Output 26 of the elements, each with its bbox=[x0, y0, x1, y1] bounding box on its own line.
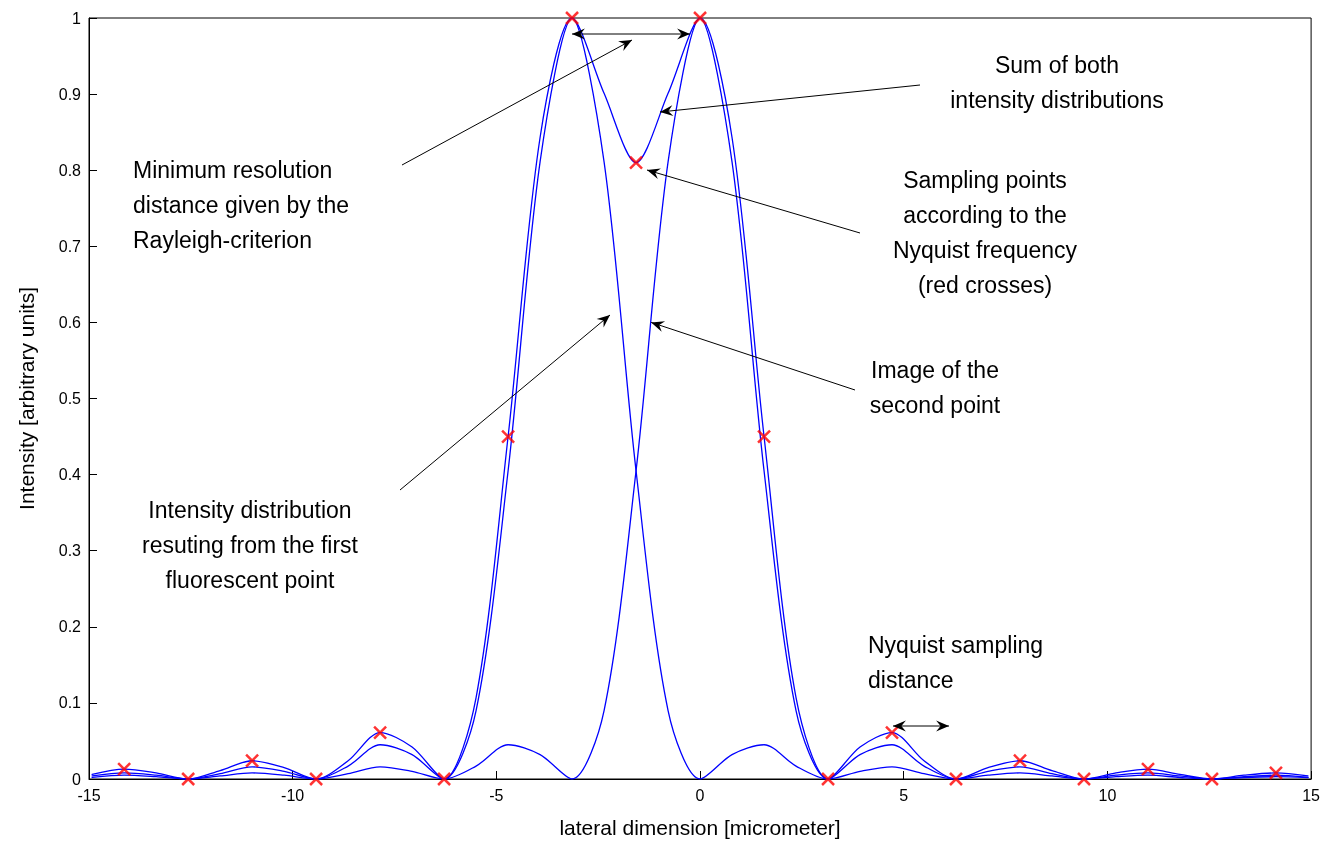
x-tick-label: 15 bbox=[1302, 786, 1321, 804]
annotation: Nyquist sampling distance bbox=[868, 631, 1045, 695]
y-tick-label: 0.8 bbox=[58, 161, 82, 179]
y-axis-title: Intensity [arbitrary units] bbox=[15, 287, 38, 510]
y-tick-label: 0.1 bbox=[58, 694, 82, 712]
y-tick-label: 0.9 bbox=[58, 85, 82, 103]
y-tick-label: 1 bbox=[72, 9, 82, 27]
y-tick-label: 0.5 bbox=[58, 390, 82, 407]
annotation: Minimum resolution distance given by the Rayleigh-criterion bbox=[133, 156, 351, 255]
x-axis-title: lateral dimension [micrometer] bbox=[559, 816, 841, 839]
x-tick-label: -10 bbox=[281, 786, 305, 804]
y-tick-label: 0.3 bbox=[58, 542, 82, 560]
x-tick-label: 0 bbox=[695, 786, 705, 804]
y-tick-label: 0.6 bbox=[58, 313, 82, 331]
y-tick-label: 0.7 bbox=[58, 237, 82, 255]
x-tick-label: -15 bbox=[77, 786, 101, 804]
y-tick-label: 0 bbox=[72, 770, 82, 788]
annotation: Sum of both intensity distributions bbox=[949, 51, 1165, 115]
annotation: Sampling points according to the Nyquist frequency (red crosses) bbox=[891, 166, 1079, 300]
x-tick-label: -5 bbox=[489, 786, 504, 804]
y-tick-label: 0.2 bbox=[58, 618, 82, 636]
y-tick-label: 0.4 bbox=[58, 466, 82, 484]
annotation: Image of the second point bbox=[868, 356, 1002, 420]
annotation: Intensity distribution resuting from the first fluorescent point bbox=[141, 496, 359, 595]
x-tick-label: 10 bbox=[1098, 786, 1117, 804]
x-tick-label: 5 bbox=[899, 786, 909, 804]
